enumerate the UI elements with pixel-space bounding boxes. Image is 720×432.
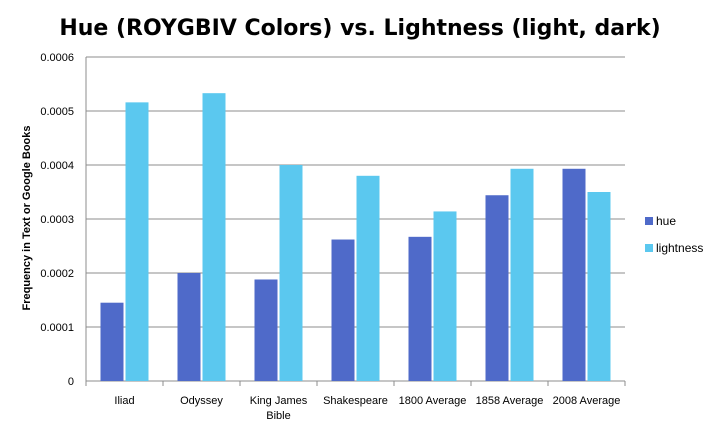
legend-swatch-hue [645, 217, 653, 225]
chart-title: Hue (ROYGBIV Colors) vs. Lightness (ligh… [59, 16, 660, 41]
bar-hue [331, 239, 355, 381]
y-tick-label: 0.0002 [40, 268, 74, 280]
y-tick-label: 0.0004 [40, 160, 74, 172]
y-axis-ticks: 0 0.0001 0.0002 0.0003 0.0004 0.0005 0.0006 [40, 52, 74, 388]
y-tick-label: 0.0006 [40, 52, 74, 64]
x-category-label: Bible [266, 410, 290, 422]
x-category-label: Iliad [114, 395, 134, 407]
bar-hue [254, 279, 278, 381]
y-axis-label: Frequency in Text or Google Books [21, 126, 33, 311]
y-tick-label: 0.0003 [40, 214, 74, 226]
bar-hue [177, 273, 201, 381]
legend-label-hue: hue [656, 214, 676, 228]
legend-label-lightness: lightness [656, 241, 703, 255]
bar-lightness [356, 175, 380, 381]
bar-lightness [202, 93, 226, 382]
bar-lightness [125, 102, 149, 382]
x-category-label: 1800 Average [399, 395, 467, 407]
legend: hue lightness [645, 214, 703, 255]
bar-lightness [587, 192, 611, 381]
x-axis-categories: Iliad Odyssey King James Bible Shakespeare 18… [85, 381, 626, 422]
bars [100, 93, 611, 382]
x-category-label: 1858 Average [476, 395, 544, 407]
bar-lightness [279, 165, 303, 381]
x-category-label: Odyssey [180, 395, 223, 407]
x-category-label: Shakespeare [323, 395, 388, 407]
bar-hue [100, 302, 124, 381]
bar-hue [408, 236, 432, 381]
x-category-label: 2008 Average [553, 395, 621, 407]
bar-hue [562, 168, 586, 381]
y-tick-label: 0.0005 [40, 106, 74, 118]
gridlines [85, 56, 625, 382]
bar-lightness [433, 211, 457, 381]
y-tick-label: 0 [68, 376, 74, 388]
x-category-label: King James [250, 395, 308, 407]
legend-swatch-lightness [645, 244, 653, 252]
bar-hue [485, 195, 509, 381]
y-tick-label: 0.0001 [40, 322, 74, 334]
bar-lightness [510, 168, 534, 381]
